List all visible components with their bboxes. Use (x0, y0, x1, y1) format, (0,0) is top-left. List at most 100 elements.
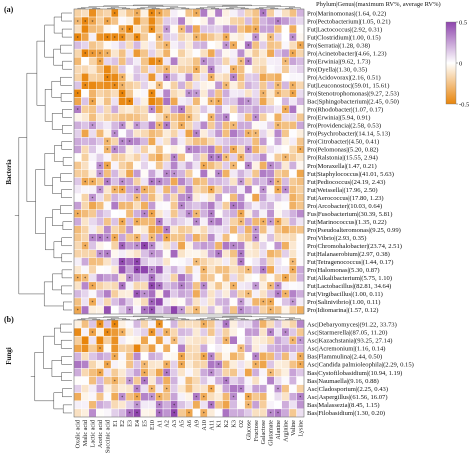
bacteria-cell (185, 16, 193, 26)
bacteria-significance-mark: * (233, 67, 235, 72)
bacteria-row-label: Pro|Citrobacter|(4.50, 0.41) (307, 139, 379, 146)
bacteria-cell (103, 56, 112, 66)
bacteria-cell (88, 137, 97, 146)
bacteria-cell (296, 241, 305, 250)
bacteria-cell (73, 97, 82, 106)
bacteria-cell (237, 24, 245, 34)
fungi-cell (177, 335, 186, 345)
bacteria-cell (155, 169, 164, 178)
fungi-cell (96, 327, 104, 337)
bacteria-significance-mark: * (166, 27, 168, 32)
fungi-significance-mark: * (121, 330, 123, 335)
bacteria-significance-mark: * (218, 156, 220, 161)
bacteria-significance-mark: * (233, 244, 235, 249)
bacteria-cell (222, 233, 231, 242)
bacteria-cell (296, 16, 305, 26)
bacteria-heatmap: * * * * * ** * * * ** * * * * ** * * * * * * * * * ** * * * ** * * * ** *… (73, 8, 305, 315)
bacteria-cell (125, 177, 134, 186)
bacteria-cell (162, 137, 171, 146)
fungi-significance-mark: * (173, 411, 175, 416)
bacteria-cell (73, 129, 82, 138)
bacteria-cell (81, 105, 90, 114)
bacteria-cell (192, 137, 201, 146)
fungi-cell (155, 335, 164, 345)
bacteria-cell (133, 145, 141, 154)
bacteria-cell (266, 89, 275, 98)
bacteria-row-label: Pro|Acidovorax|(2.16, 0.51) (307, 74, 381, 81)
fungi-cell (81, 368, 90, 377)
bacteria-significance-mark: * (255, 236, 257, 241)
bacteria-cell (147, 121, 156, 130)
bacteria-cell (296, 161, 305, 170)
bacteria-cell (140, 193, 149, 202)
bacteria-cell (155, 297, 164, 307)
bacteria-cell (274, 209, 282, 218)
bacteria-cell (207, 233, 216, 242)
bacteria-significance-mark: * (292, 260, 294, 265)
bacteria-cell (110, 169, 119, 178)
bacteria-cell (147, 193, 156, 202)
bacteria-significance-mark: * (151, 212, 153, 217)
bacteria-significance-mark: * (158, 220, 160, 225)
fungi-cell (96, 408, 104, 418)
bacteria-cell (81, 217, 90, 226)
bacteria-significance-mark: * (151, 108, 153, 113)
bacteria-cell (155, 73, 164, 82)
fungi-cell (73, 384, 82, 393)
bacteria-cell (170, 265, 179, 275)
bacteria-cell (140, 225, 149, 234)
bacteria-cell (170, 8, 179, 18)
bacteria-cell (125, 56, 134, 66)
bacteria-significance-mark: * (203, 164, 205, 169)
bacteria-row-label: Pro|Vibrio|(2.93, 0.35) (307, 235, 366, 242)
fungi-cell (281, 319, 290, 329)
column-label: E2 (119, 420, 126, 427)
bacteria-cell (199, 233, 208, 242)
dendrogram-branch (60, 93, 72, 102)
fungi-significance-mark: * (284, 330, 286, 335)
fungi-cell (81, 327, 90, 337)
fungi-cell (251, 319, 260, 329)
fungi-cell (244, 384, 253, 393)
bacteria-significance-mark: * (188, 196, 190, 201)
bacteria-cell (199, 81, 208, 90)
bacteria-cell (281, 201, 290, 210)
bacteria-cell (81, 161, 90, 170)
bacteria-significance-mark: * (106, 19, 108, 24)
fungi-significance-mark: * (210, 355, 212, 360)
bacteria-cell (155, 145, 164, 154)
bacteria-cell (155, 185, 164, 194)
bacteria-significance-mark: * (188, 212, 190, 217)
bacteria-cell (207, 8, 216, 18)
bacteria-cell (259, 73, 268, 82)
fungi-significance-mark: * (136, 403, 138, 408)
bacteria-significance-mark: * (158, 59, 160, 64)
bacteria-row-label: Fut|Weissella|(17.96, 2.50) (307, 187, 378, 194)
bacteria-cell (170, 161, 179, 170)
bacteria-cell (244, 257, 253, 267)
bacteria-cell (237, 273, 245, 283)
bacteria-cell (229, 225, 238, 234)
bacteria-cell (251, 153, 260, 162)
dendrogram-branch (51, 360, 62, 377)
bacteria-cell (81, 32, 90, 42)
bacteria-cell (192, 201, 201, 210)
row-header: Phylum|Genus|(maximum RV%, average RV%) (316, 1, 441, 8)
fungi-cell (214, 384, 223, 393)
bacteria-cell (81, 193, 90, 202)
column-label: Galactose (260, 420, 267, 445)
bacteria-cell (237, 233, 245, 242)
fungi-cell (103, 392, 112, 402)
bacteria-cell (155, 289, 164, 299)
fungi-cell (222, 368, 231, 377)
bacteria-cell (88, 305, 97, 315)
fungi-significance-mark: * (210, 387, 212, 392)
fungi-cell (73, 335, 82, 345)
bacteria-cell (88, 185, 97, 194)
fungi-significance-mark: * (99, 347, 101, 352)
bacteria-cell (199, 121, 208, 130)
bacteria-cell (274, 40, 282, 50)
bacteria-cell (140, 40, 149, 50)
bacteria-cell (222, 257, 231, 267)
bacteria-significance-mark: * (262, 268, 264, 273)
